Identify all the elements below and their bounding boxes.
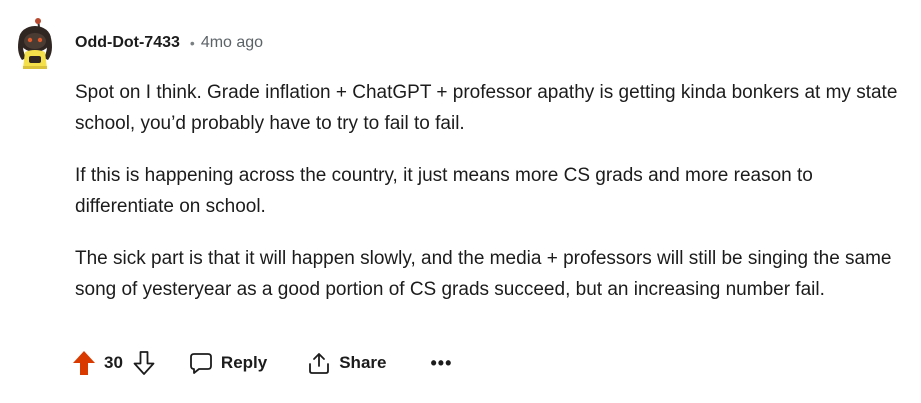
- vote-score: 30: [104, 353, 123, 372]
- comment-action-bar: 30 Reply Share •••: [72, 346, 452, 380]
- speech-bubble-icon: [190, 353, 212, 374]
- comment-header: Odd-Dot-7433 • 4mo ago: [75, 31, 263, 55]
- comment-body: Spot on I think. Grade inflation + ChatG…: [75, 77, 905, 326]
- vote-controls: 30: [72, 350, 156, 376]
- share-label: Share: [339, 353, 387, 372]
- downvote-button[interactable]: [132, 350, 156, 376]
- arrow-down-outline-icon: [133, 351, 155, 375]
- reply-label: Reply: [220, 353, 268, 372]
- comment-paragraph: The sick part is that it will happen slo…: [75, 248, 892, 300]
- more-options-button[interactable]: •••: [430, 352, 453, 373]
- author-username[interactable]: Odd-Dot-7433: [75, 34, 180, 51]
- comment-paragraph: Spot on I think. Grade inflation + ChatG…: [75, 82, 898, 134]
- upvote-button[interactable]: [72, 350, 96, 376]
- comment-paragraph: If this is happening across the country,…: [75, 165, 813, 217]
- reply-button[interactable]: Reply: [189, 351, 267, 375]
- share-icon: [309, 353, 330, 374]
- avatar[interactable]: [14, 18, 58, 70]
- snoo-avatar-icon: [18, 18, 52, 69]
- comment-age[interactable]: 4mo ago: [200, 34, 264, 51]
- arrow-up-filled-icon: [73, 351, 95, 375]
- share-button[interactable]: Share: [307, 351, 386, 375]
- meta-separator: •: [189, 35, 195, 51]
